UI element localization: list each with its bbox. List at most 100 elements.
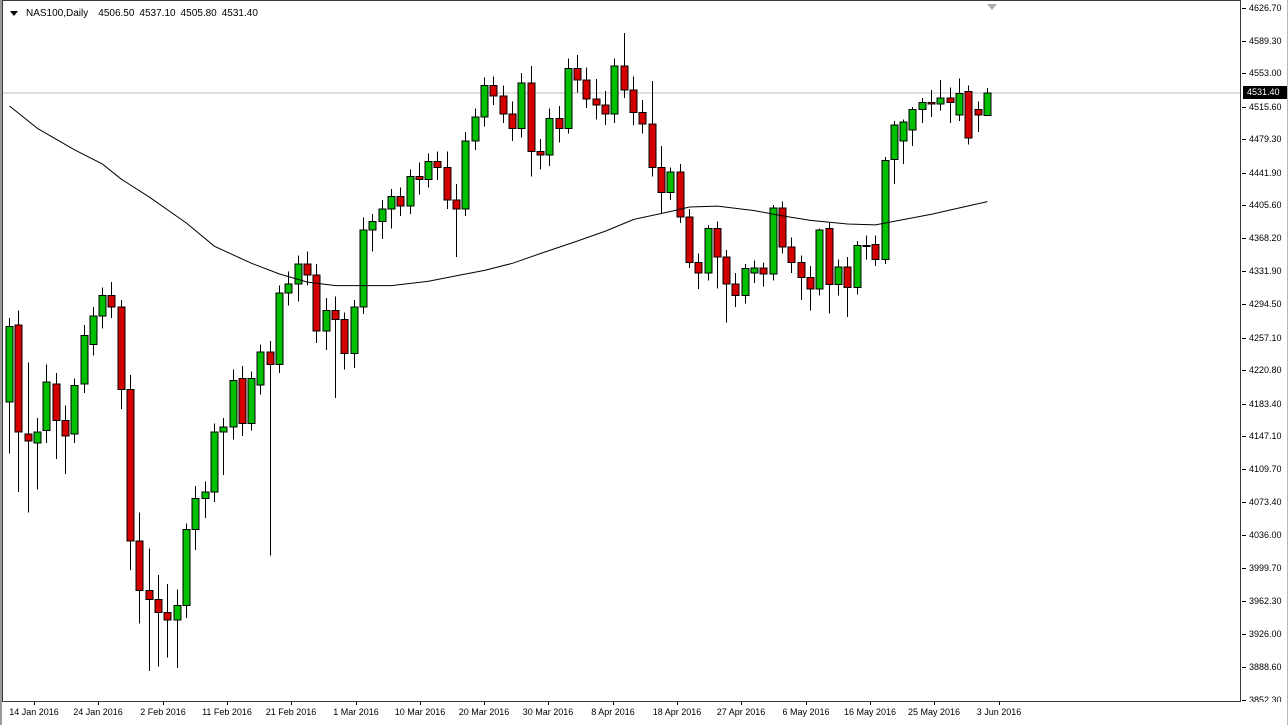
price-tick-mark: [1242, 139, 1246, 141]
candle-bullish: [834, 266, 843, 286]
candle-bearish: [536, 151, 545, 156]
candle-bullish: [89, 315, 98, 346]
date-tick-mark: [227, 702, 228, 705]
price-scale[interactable]: 4531.40 4626.70 4589.30 4553.00 4515.60 4479…: [1242, 0, 1287, 705]
candle-bullish: [294, 263, 303, 285]
symbol-period-label: NAS100,Daily: [26, 7, 89, 19]
candlestick-chart[interactable]: [3, 1, 1240, 701]
date-tick-mark: [34, 702, 35, 705]
price-tick-label: 3999.70: [1249, 562, 1282, 573]
candle-bearish: [331, 310, 340, 321]
price-tick-mark: [1242, 238, 1246, 240]
price-tick-mark: [1242, 501, 1246, 503]
price-tick-mark: [1242, 601, 1246, 603]
price-tick-label: 4147.10: [1249, 431, 1282, 442]
price-tick-mark: [1242, 436, 1246, 438]
price-tick-label: 4294.50: [1249, 299, 1282, 310]
candle-bullish: [191, 497, 200, 531]
candle-bearish: [638, 111, 647, 125]
candle-bearish: [629, 89, 638, 113]
candle-bearish: [61, 420, 70, 437]
candle-bearish: [443, 167, 452, 201]
candle-bearish: [592, 98, 601, 106]
price-tick-label: 4479.30: [1249, 134, 1282, 145]
candle-bearish: [648, 123, 657, 169]
candle-bullish: [480, 84, 489, 118]
candle-bearish: [266, 351, 275, 365]
candle-bullish: [704, 227, 713, 274]
date-tick-label: 1 Mar 2016: [333, 707, 379, 717]
candle-bullish: [406, 176, 415, 207]
candle-bearish: [415, 176, 424, 180]
candle-bullish: [471, 116, 480, 142]
chart-shift-marker-icon[interactable]: [987, 4, 997, 10]
candle-bullish: [853, 244, 862, 288]
moving-average-line: [9, 105, 988, 287]
price-tick-label: 3962.30: [1249, 596, 1282, 607]
candle-bullish: [173, 605, 182, 621]
date-tick-mark: [98, 702, 99, 705]
price-tick-label: 3852.30: [1249, 694, 1282, 705]
price-tick-mark: [1242, 172, 1246, 174]
date-tick-mark: [163, 702, 164, 705]
candle-bullish: [201, 491, 210, 499]
candle-bullish: [424, 160, 433, 180]
candle-bearish: [340, 319, 349, 355]
candle-bullish: [378, 208, 387, 222]
candle-bullish: [229, 379, 238, 428]
price-tick-mark: [1242, 699, 1246, 701]
price-tick-label: 4257.10: [1249, 332, 1282, 343]
symbol-expander-icon[interactable]: [10, 11, 18, 16]
candle-bearish: [499, 95, 508, 115]
candle-bearish: [303, 263, 312, 276]
date-tick-label: 14 Jan 2016: [9, 707, 59, 717]
price-tick-label: 4036.00: [1249, 530, 1282, 541]
candle-bearish: [843, 266, 852, 288]
candle-bearish: [107, 294, 116, 308]
candle-bearish: [238, 378, 247, 424]
candle-bearish: [713, 227, 722, 258]
date-tick-mark: [613, 702, 614, 705]
chart-ohlc-info: NAS100,Daily 4506.50 4537.10 4505.80 453…: [9, 6, 263, 20]
date-tick-mark: [806, 702, 807, 705]
date-tick-label: 30 Mar 2016: [522, 707, 574, 717]
candle-bullish: [5, 326, 14, 403]
candle-bullish: [666, 171, 675, 194]
candle-bearish: [508, 113, 517, 129]
candle-bullish: [881, 160, 890, 261]
candle-bullish: [284, 283, 293, 294]
candle-bearish: [24, 433, 33, 442]
current-price-label: 4531.40: [1243, 85, 1287, 99]
candle-bullish: [918, 101, 927, 111]
candle-bearish: [974, 109, 983, 116]
date-tick-mark: [291, 702, 292, 705]
price-tick-mark: [1242, 337, 1246, 339]
price-tick-label: 4183.40: [1249, 398, 1282, 409]
price-tick-label: 4626.70: [1249, 2, 1282, 13]
candle-bearish: [433, 160, 442, 169]
candle-bearish: [806, 277, 815, 290]
candle-bearish: [759, 267, 768, 275]
candle-bearish: [126, 388, 135, 542]
date-tick-mark: [420, 702, 421, 705]
price-tick-mark: [1242, 535, 1246, 537]
candle-bearish: [52, 383, 61, 422]
candle-bullish: [750, 267, 759, 274]
date-tick-mark: [548, 702, 549, 705]
chart-canvas[interactable]: NAS100,Daily 4506.50 4537.10 4505.80 453…: [2, 0, 1241, 702]
candle-bearish: [685, 216, 694, 263]
quote-high: 4537.10: [139, 7, 176, 19]
candle-bearish: [14, 324, 23, 433]
candle-bearish: [964, 91, 973, 139]
quote-low: 4505.80: [180, 7, 217, 19]
candle-bullish: [33, 431, 42, 444]
candle-bullish: [256, 351, 265, 386]
date-tick-label: 21 Feb 2016: [265, 707, 317, 717]
candle-bearish: [452, 199, 461, 210]
candle-bearish: [797, 261, 806, 279]
date-tick-label: 27 Apr 2016: [716, 707, 766, 717]
date-tick-mark: [677, 702, 678, 705]
date-tick-mark: [484, 702, 485, 705]
time-scale[interactable]: 14 Jan 2016 24 Jan 2016 2 Feb 2016 11 Feb 2…: [2, 702, 1286, 725]
